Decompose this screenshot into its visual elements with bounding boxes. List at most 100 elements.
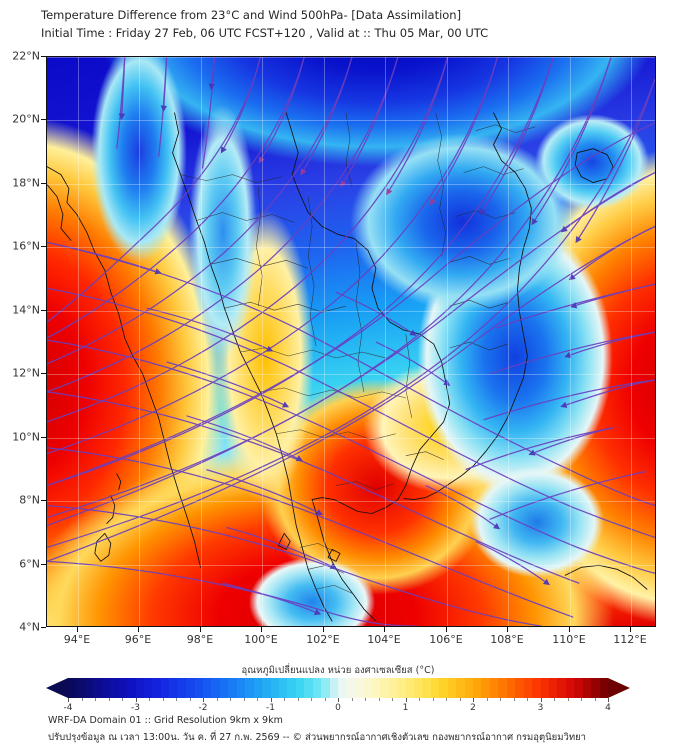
colorbar-tick-label: 1 [402,703,409,713]
coastline-and-borders-overlay [47,112,648,622]
y-tick-label: 6°N [19,557,40,571]
colorbar-minor-tick [257,698,258,701]
colorbar-minor-tick [432,698,434,701]
colorbar-segment [354,678,364,698]
colorbar-segment [287,678,297,698]
colorbar-tick-label: 2 [470,703,476,713]
colorbar-minor-tick [108,698,110,701]
map-figure: 22°N 20°N 18°N 16°N 14°N 12°N 10°N 8°N 6… [12,50,656,646]
x-tick-label: 106°E [429,633,463,646]
colorbar-tick [608,698,609,702]
map-plot-area[interactable] [46,56,656,627]
colorbar-minor-tick [419,698,420,701]
colorbar-segment [464,678,474,698]
colorbar-minor-tick [122,698,123,701]
colorbar-minor-tick [513,698,515,701]
colorbar-tick-label: -3 [131,703,140,713]
colorbar-segment [430,678,440,698]
colorbar-segment [540,678,550,698]
colorbar-segment [388,678,398,698]
colorbar-tick [473,698,474,702]
colorbar-tick [338,698,339,702]
colorbar-segment [515,678,524,698]
colorbar-tick-label: -4 [63,703,73,713]
colorbar-segment [203,678,212,698]
colorbar-segment [152,678,162,698]
colorbar-segment [160,678,170,698]
colorbar-tick-label: 3 [537,703,544,713]
y-tick-label: 12°N [12,366,40,380]
colorbar-segment [295,678,305,698]
colorbar-segment [211,678,221,698]
colorbar-segment [321,678,330,698]
colorbar-segment [532,678,541,698]
colorbar-segment [346,678,356,698]
colorbar-segment [76,678,86,698]
colorbar-tick-label: 0 [335,703,341,713]
colorbar-minor-tick [554,698,555,701]
colorbar-segment [101,678,111,698]
colorbar-minor-tick [243,698,245,701]
colorbar-segment [473,678,482,698]
colorbar-segment [262,678,271,698]
colorbar-segment [338,678,347,698]
footer-block: WRF-DA Domain 01 :: Grid Resolution 9km … [48,712,648,746]
colorbar-minor-tick [230,698,231,701]
colorbar-segment [312,678,322,698]
colorbar-tick [68,698,69,702]
colorbar[interactable] [46,678,630,698]
colorbar-segment [397,678,406,698]
cold-field-northeast [47,57,655,626]
x-tick-label: 102°E [306,633,340,646]
colorbar-segment [127,678,136,698]
colorbar-segment [93,678,103,698]
colorbar-segment [380,678,389,698]
colorbar-segment [405,678,415,698]
colorbar-extend-max-arrow [608,678,630,698]
colorbar-segment [278,678,288,698]
colorbar-minor-tick [162,698,164,701]
colorbar-minor-tick [81,698,83,701]
colorbar-minor-tick [459,698,461,701]
colorbar-tick-label: 4 [605,703,611,713]
colorbar-segment [253,678,263,698]
colorbar-segment [143,678,153,698]
y-tick-label: 10°N [12,430,40,444]
colorbar-segment [84,678,94,698]
y-tick-label: 14°N [12,303,40,317]
y-tick-label: 16°N [12,239,40,253]
map-gridlines [47,57,655,626]
colorbar-segment [236,678,246,698]
colorbar-segment [194,678,204,698]
colorbar-segment [565,678,575,698]
colorbar-minor-tick [365,698,366,701]
colorbar-minor-tick [392,698,393,701]
colorbar-minor-tick [216,698,218,701]
colorbar-segment [118,678,128,698]
colorbar-minor-tick [581,698,582,701]
colorbar-tick [203,698,204,702]
colorbar-minor-tick [527,698,528,701]
footer-credit-info: ปรับปรุงข้อมูล ณ เวลา 13:00น. วัน ค. ที่… [48,732,586,743]
y-tick-label: 18°N [12,176,40,190]
colorbar-minor-tick [324,698,326,701]
y-tick-label: 22°N [12,49,40,63]
colorbar-minor-tick [594,698,596,701]
colorbar-segment [363,678,373,698]
y-tick-label: 8°N [19,493,40,507]
colorbar-segment [304,678,313,698]
colorbar-minor-tick [567,698,569,701]
colorbar-segment [186,678,195,698]
colorbar-segment [489,678,499,698]
colorbar-segment [498,678,508,698]
colorbar-segment [270,678,280,698]
colorbar-segment [219,678,229,698]
x-tick-label: 98°E [186,633,214,646]
colorbar-segment [506,678,516,698]
colorbar-segment [135,678,145,698]
colorbar-tick-label: -1 [266,703,275,713]
y-tick-label: 4°N [19,620,40,634]
colorbar-segment [447,678,457,698]
colorbar-extend-min-arrow [46,678,68,698]
colorbar-segment [439,678,448,698]
